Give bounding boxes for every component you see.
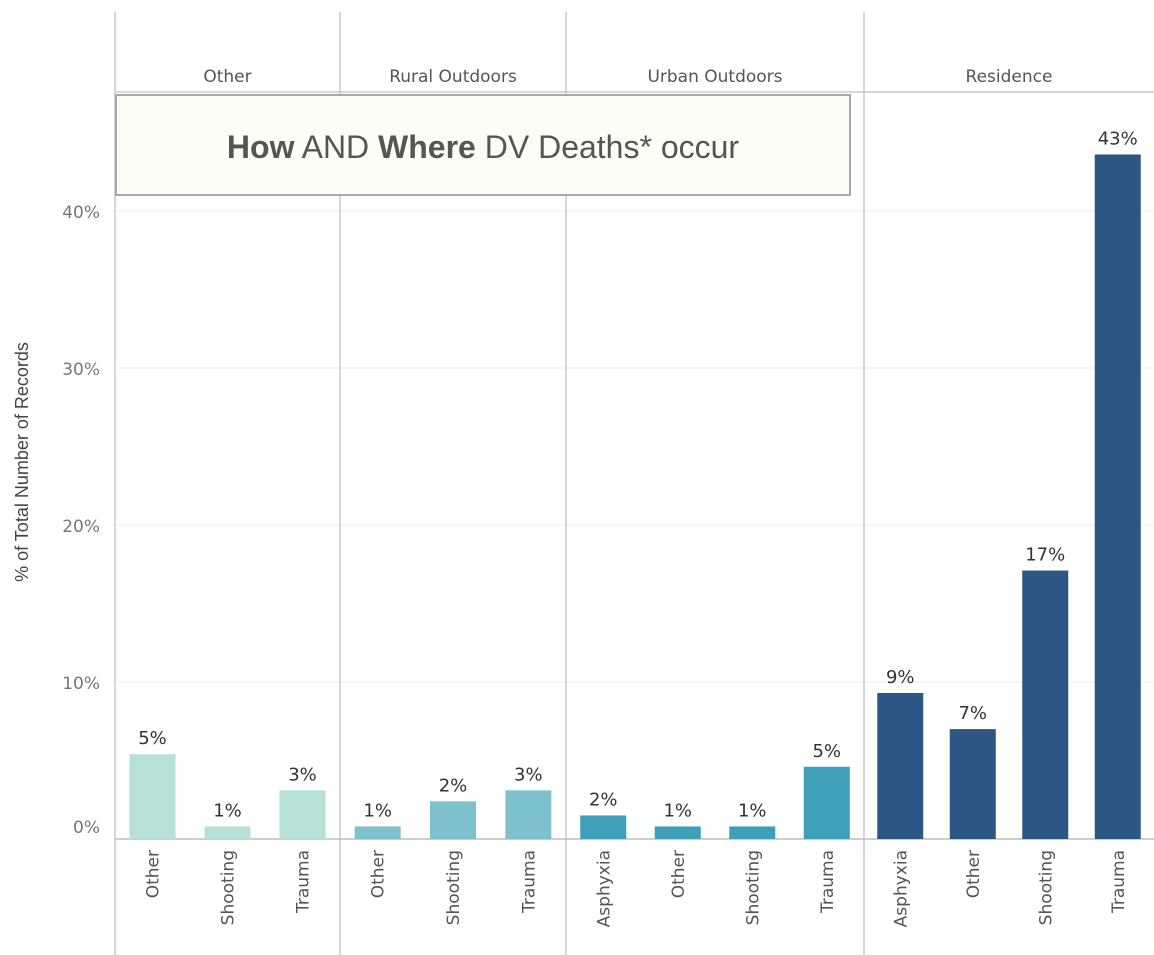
bar bbox=[204, 826, 251, 839]
category-label: Asphyxia bbox=[891, 850, 911, 927]
bar bbox=[803, 766, 850, 839]
data-label: 2% bbox=[589, 789, 618, 810]
data-label: 1% bbox=[738, 800, 767, 821]
category-label: Other bbox=[964, 850, 984, 898]
title-part: DV Deaths* occur bbox=[476, 129, 740, 165]
group-label: Urban Outdoors bbox=[647, 67, 782, 87]
category-label: Shooting bbox=[444, 850, 464, 925]
category-label: Other bbox=[669, 850, 689, 898]
bar bbox=[729, 826, 776, 839]
bar bbox=[129, 754, 176, 839]
data-labels: 5% 1% 3% 1% 2% 3% 2% 1% 1% 5% 9% 7% 17% 43% bbox=[138, 128, 1138, 821]
category-label: Other bbox=[144, 850, 164, 898]
category-label: Trauma bbox=[519, 850, 539, 914]
data-label: 1% bbox=[663, 800, 692, 821]
bar bbox=[505, 790, 552, 839]
group-label: Residence bbox=[966, 67, 1053, 87]
chart-title: How AND Where DV Deaths* occur bbox=[227, 129, 739, 165]
category-label: Shooting bbox=[1036, 850, 1056, 925]
bar bbox=[1022, 570, 1069, 839]
bar bbox=[949, 729, 996, 839]
gridlines bbox=[115, 210, 1154, 683]
data-label: 1% bbox=[363, 800, 392, 821]
y-tick-label: 0% bbox=[73, 818, 100, 838]
y-tick-label: 20% bbox=[62, 517, 100, 537]
category-label: Other bbox=[369, 850, 389, 898]
bar bbox=[877, 692, 924, 839]
bar bbox=[430, 801, 476, 839]
bar bbox=[654, 826, 701, 839]
title-part: AND bbox=[294, 129, 378, 165]
group-labels: Other Rural Outdoors Urban Outdoors Residen… bbox=[203, 67, 1052, 87]
y-axis-title: % of Total Number of Records bbox=[12, 342, 32, 582]
bar bbox=[1094, 154, 1141, 840]
category-label: Shooting bbox=[219, 850, 239, 925]
data-label: 7% bbox=[958, 703, 987, 724]
title-box: How AND Where DV Deaths* occur bbox=[115, 94, 851, 196]
data-label: 3% bbox=[288, 764, 317, 785]
data-label: 2% bbox=[439, 775, 468, 796]
category-label: Shooting bbox=[743, 850, 763, 925]
bar bbox=[279, 790, 326, 839]
category-label: Trauma bbox=[818, 850, 838, 914]
title-part: Where bbox=[378, 129, 476, 165]
bar bbox=[580, 815, 627, 839]
group-label: Other bbox=[203, 67, 251, 87]
category-labels: Other Shooting Trauma Other Shooting Trauma As… bbox=[144, 850, 1129, 927]
y-tick-label: 10% bbox=[62, 674, 100, 694]
category-label: Asphyxia bbox=[594, 850, 614, 927]
group-label: Rural Outdoors bbox=[389, 67, 517, 87]
data-label: 5% bbox=[812, 741, 841, 762]
bar bbox=[354, 826, 401, 839]
y-tick-labels: 0% 10% 20% 30% 40% bbox=[62, 203, 100, 838]
data-label: 5% bbox=[138, 728, 167, 749]
title-part: How bbox=[227, 129, 295, 165]
data-label: 1% bbox=[213, 800, 242, 821]
data-label: 3% bbox=[514, 764, 543, 785]
y-tick-label: 30% bbox=[62, 360, 100, 380]
data-label: 9% bbox=[886, 667, 915, 688]
data-label: 43% bbox=[1098, 128, 1138, 149]
y-tick-label: 40% bbox=[62, 203, 100, 223]
category-label: Trauma bbox=[294, 850, 314, 914]
title-box-frame bbox=[115, 94, 851, 196]
bars bbox=[129, 154, 1141, 840]
category-label: Trauma bbox=[1109, 850, 1129, 914]
data-label: 17% bbox=[1025, 545, 1065, 566]
